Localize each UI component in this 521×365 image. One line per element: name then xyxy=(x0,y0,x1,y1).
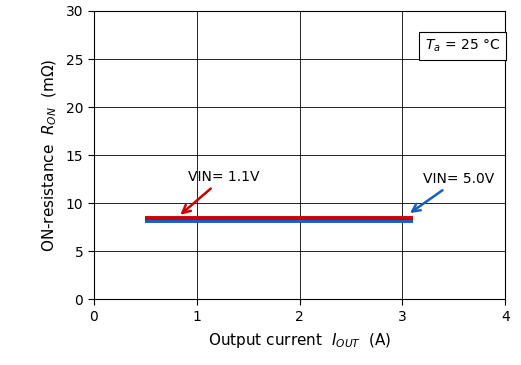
Y-axis label: ON-resistance  $R_{ON}$  (mΩ): ON-resistance $R_{ON}$ (mΩ) xyxy=(41,58,59,252)
Text: VIN= 5.0V: VIN= 5.0V xyxy=(412,172,494,211)
Text: $T_a$ = 25 °C: $T_a$ = 25 °C xyxy=(425,38,500,54)
X-axis label: Output current  $I_{OUT}$  (A): Output current $I_{OUT}$ (A) xyxy=(208,331,391,350)
Text: VIN= 1.1V: VIN= 1.1V xyxy=(182,170,260,213)
